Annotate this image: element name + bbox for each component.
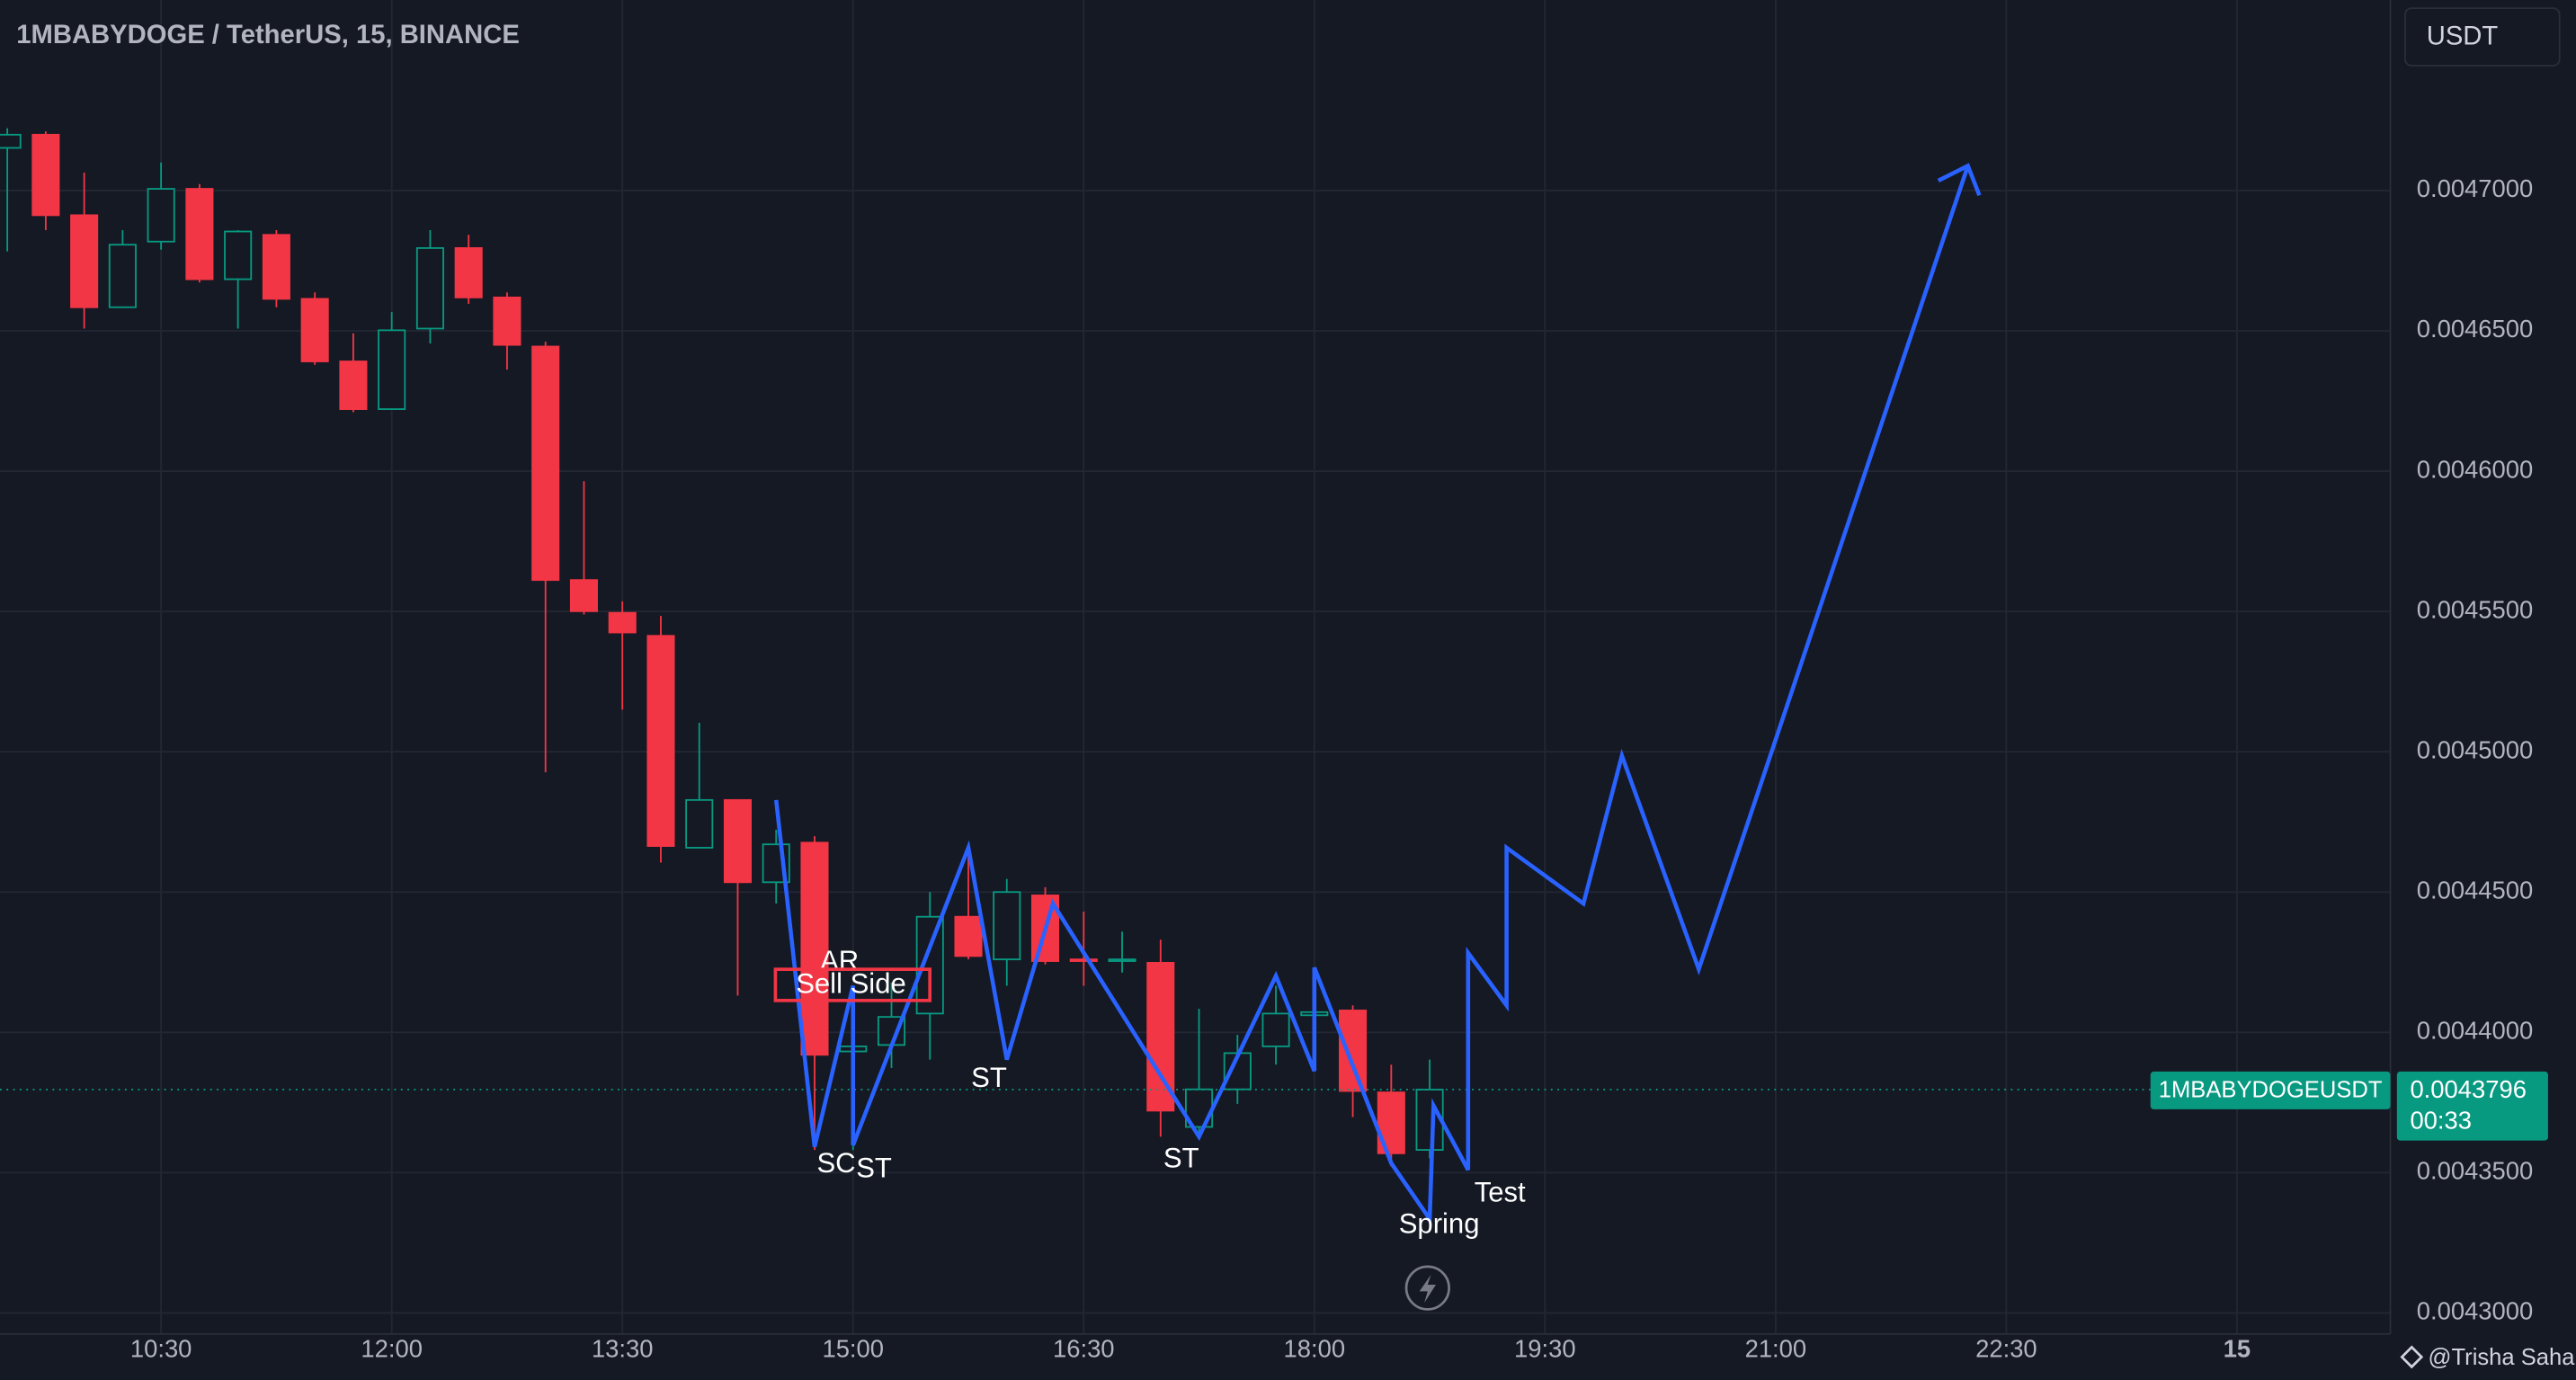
y-tick-label: 0.0045000 xyxy=(2417,735,2533,763)
y-tick-label: 0.0043000 xyxy=(2417,1297,2533,1325)
annotation-box xyxy=(773,967,932,1002)
x-tick-label: 19:30 xyxy=(1514,1334,1576,1362)
candle-body xyxy=(415,247,444,330)
chart-title: 1MBABYDOGE / TetherUS, 15, BINANCE xyxy=(16,21,520,49)
annotation: Sell Side xyxy=(796,968,906,1000)
candle-body xyxy=(108,244,137,308)
x-tick-label: 21:00 xyxy=(1745,1334,1807,1362)
annotation: AR xyxy=(820,945,859,976)
y-tick-label: 0.0047000 xyxy=(2417,174,2533,202)
y-tick-label: 0.0043500 xyxy=(2417,1157,2533,1185)
symbol-badge xyxy=(2150,1071,2391,1109)
candle-body xyxy=(1108,958,1136,962)
x-tick-label: 13:30 xyxy=(592,1334,654,1362)
projection-arrowhead xyxy=(1937,163,1982,197)
currency-label[interactable]: USDT xyxy=(2427,22,2499,51)
watermark-icon xyxy=(2400,1345,2424,1369)
annotation: ST xyxy=(971,1062,1007,1093)
last-price-badge xyxy=(2396,1071,2548,1141)
candle-body xyxy=(1261,1012,1290,1047)
candle-body xyxy=(339,361,368,410)
candle-body xyxy=(224,230,253,280)
candle-body xyxy=(685,798,714,849)
candle-body xyxy=(493,296,521,346)
candle-body xyxy=(646,635,675,847)
candle-body xyxy=(454,247,483,298)
symbol-label: 1MBABYDOGEUSDT xyxy=(2159,1078,2383,1103)
x-tick-label: 15 xyxy=(2224,1334,2251,1362)
annotation: SC xyxy=(816,1147,855,1179)
x-tick-label: 22:30 xyxy=(1975,1334,2037,1362)
candle-body xyxy=(1146,961,1175,1112)
candle-body xyxy=(800,841,829,1056)
annotation: Test xyxy=(1475,1177,1526,1208)
alert-icon[interactable] xyxy=(1404,1265,1450,1311)
currency-button[interactable] xyxy=(2404,7,2561,67)
annotation: Spring xyxy=(1399,1207,1480,1239)
x-tick-label: 15:00 xyxy=(822,1334,884,1362)
countdown-label: 00:33 xyxy=(2410,1107,2472,1135)
y-tick-label: 0.0046500 xyxy=(2417,315,2533,343)
candle-body xyxy=(993,891,1021,961)
candle-body xyxy=(1069,958,1098,962)
annotation: ST xyxy=(856,1152,892,1183)
candle-body xyxy=(70,214,99,308)
candle-body xyxy=(31,133,60,217)
last-price-label: 0.0043796 xyxy=(2410,1075,2526,1103)
candle-body xyxy=(531,345,560,582)
candle-body xyxy=(1339,1010,1368,1092)
y-tick-label: 0.0044000 xyxy=(2417,1017,2533,1045)
candle-body xyxy=(608,611,637,634)
watermark: @Trisha Saha xyxy=(2429,1345,2576,1370)
projection-line xyxy=(773,165,1970,1225)
candle-body xyxy=(147,188,175,243)
y-tick-label: 0.0044500 xyxy=(2417,876,2533,904)
y-tick-label: 0.0045500 xyxy=(2417,595,2533,623)
candle-body xyxy=(954,915,983,957)
alert-icon-bolt xyxy=(1419,1275,1436,1304)
candle-body xyxy=(185,188,214,280)
x-tick-label: 12:00 xyxy=(361,1334,423,1362)
candle-body xyxy=(569,579,598,612)
candle-body xyxy=(300,298,329,362)
candle-body xyxy=(723,798,753,884)
x-tick-label: 18:00 xyxy=(1284,1334,1346,1362)
x-tick-label: 16:30 xyxy=(1053,1334,1115,1362)
annotation: ST xyxy=(1163,1142,1199,1173)
x-tick-label: 10:30 xyxy=(130,1334,192,1362)
candle-body xyxy=(378,329,406,410)
candle-body xyxy=(262,234,290,300)
y-tick-label: 0.0046000 xyxy=(2417,455,2533,483)
candle-body xyxy=(0,133,22,149)
